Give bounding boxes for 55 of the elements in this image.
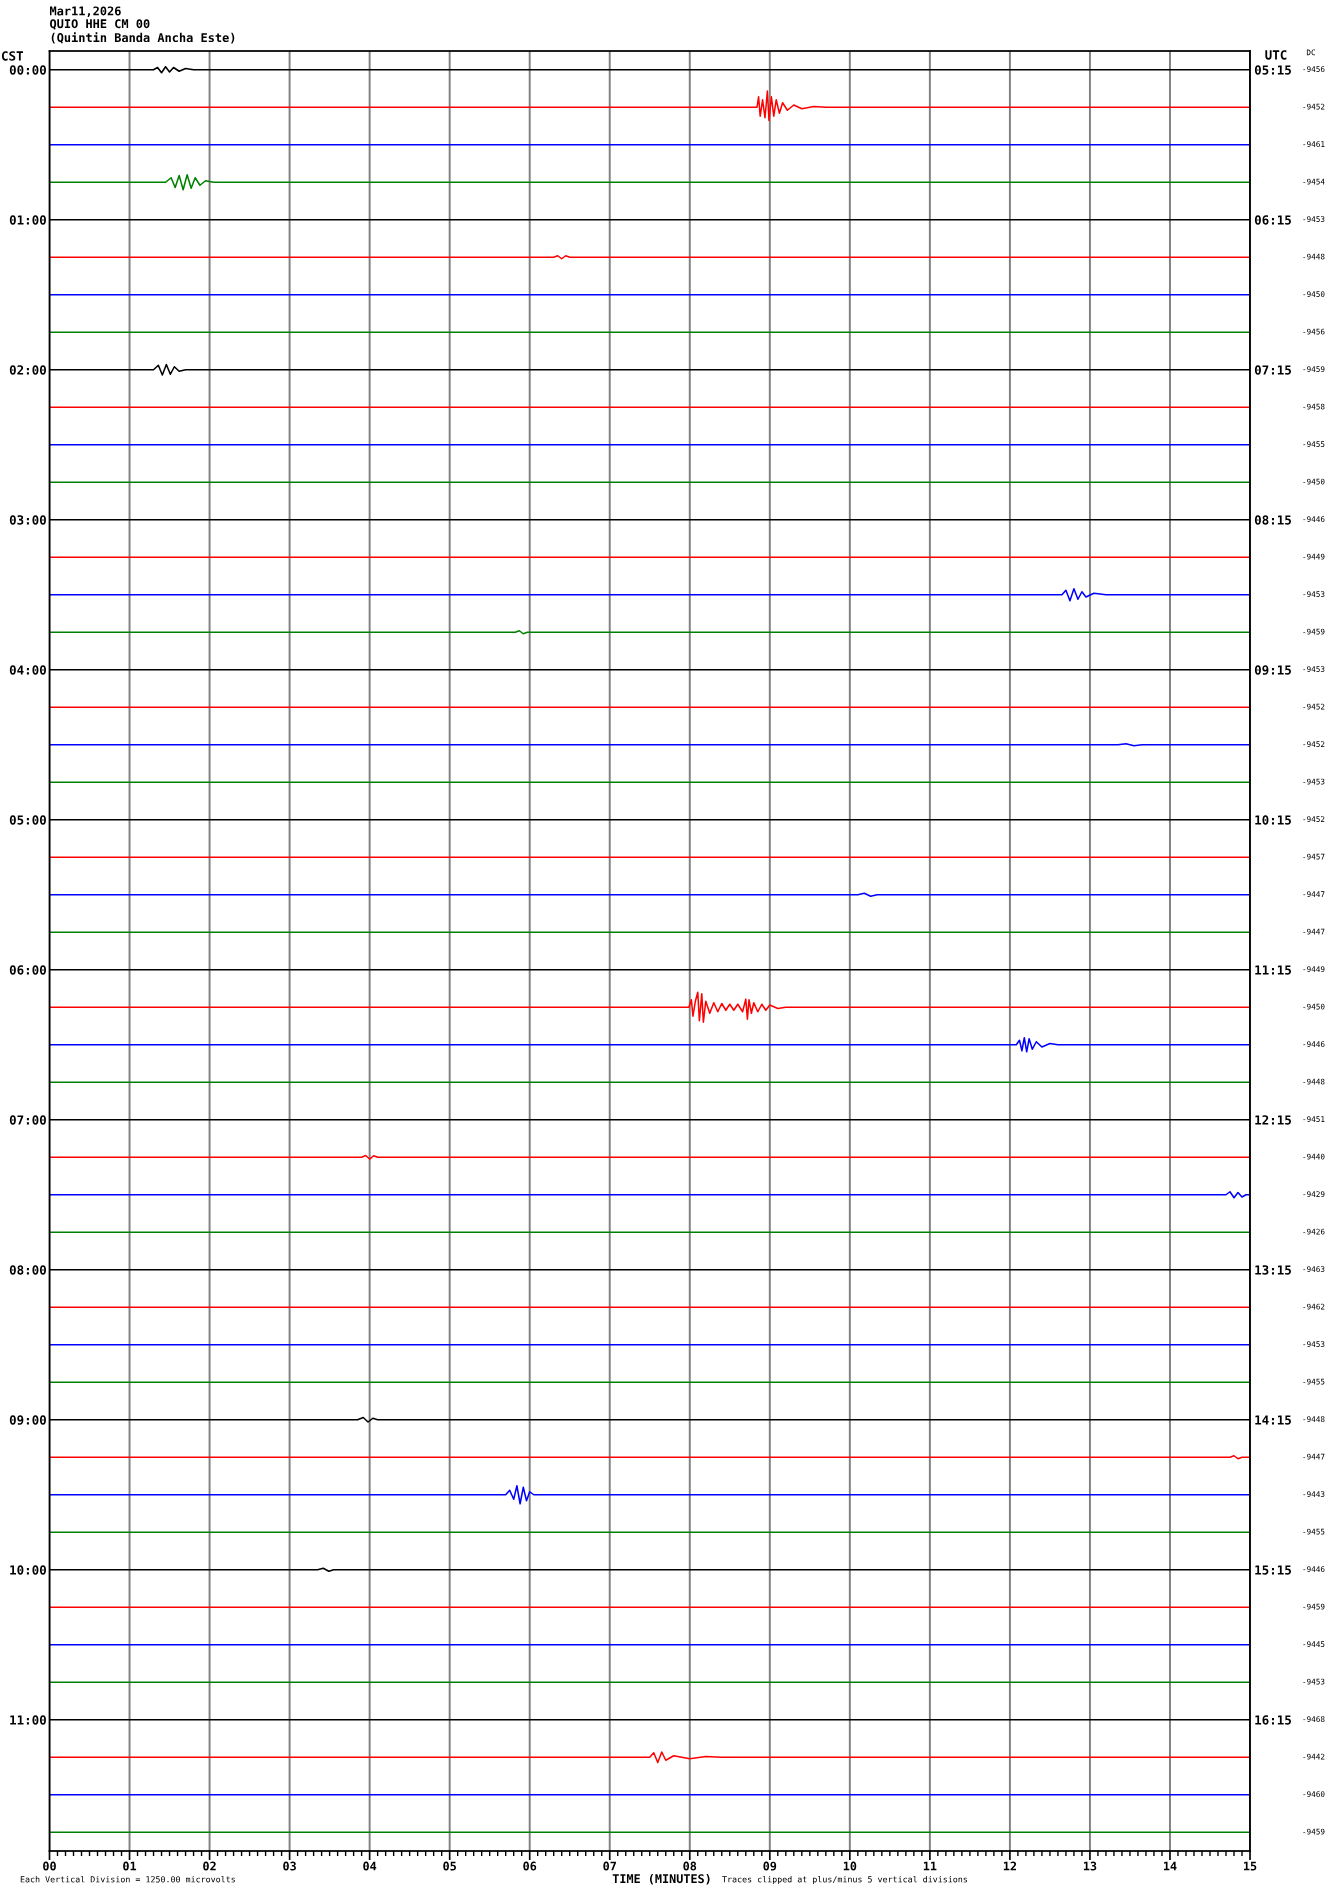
line-series (49, 1484, 1250, 1505)
x-tick-label: 02 (203, 1861, 216, 1871)
y-tick-label: 09:00 (9, 1415, 46, 1425)
y-tick-label: 01:00 (9, 215, 46, 225)
line-series (49, 1190, 1250, 1199)
x-tick-label: 09 (763, 1861, 777, 1871)
y2-tick-label: 16:15 (1255, 1715, 1291, 1725)
y-tick-label: 00:00 (9, 65, 46, 75)
y-tick-label: 03:00 (9, 515, 46, 525)
y-tick-label: 06:00 (9, 965, 46, 975)
line-series (49, 1036, 1250, 1053)
x-tick-label: 04 (363, 1861, 377, 1871)
x-tick-label: 11 (923, 1861, 937, 1871)
x-tick-label: 03 (283, 1861, 296, 1871)
x-tick-label: 05 (443, 1861, 456, 1871)
y-axis-title: CST (1, 51, 24, 61)
x-tick-label: 15 (1243, 1861, 1257, 1871)
y2-tick-label: 07:15 (1254, 365, 1291, 375)
y-tick-label: 08:00 (9, 1265, 46, 1275)
x-tick-label: 00 (43, 1861, 56, 1871)
y-tick-label: 05:00 (9, 815, 46, 825)
x-tick-label: 10 (843, 1861, 857, 1871)
x-tick-label: 06 (523, 1861, 537, 1871)
y-tick-label: 07:00 (9, 1115, 46, 1125)
y2-tick-label: 12:15 (1255, 1115, 1291, 1125)
x-tick-label: 14 (1163, 1861, 1177, 1871)
y-tick-label: 04:00 (9, 665, 46, 675)
y-tick-label: 11:00 (10, 1715, 46, 1725)
x-tick-label: 08 (683, 1861, 697, 1871)
y-tick-label: 02:00 (9, 365, 46, 375)
y-tick-label: 10:00 (10, 1565, 46, 1575)
y2-tick-label: 06:15 (1254, 215, 1291, 225)
x-tick-label: 07 (603, 1861, 616, 1871)
line-series (49, 587, 1250, 602)
y2-tick-label: 13:15 (1255, 1265, 1291, 1275)
y2-axis-title: UTC (1265, 50, 1287, 60)
y2-tick-label: 10:15 (1255, 815, 1291, 825)
x-tick-label: 01 (123, 1861, 137, 1871)
text: Traces clipped at plus/minus 5 vertical divisions (722, 1875, 968, 1885)
line-series (49, 90, 1250, 122)
chart-subtitle: QUIO HHE CM 00 (Quintin Banda Ancha Este) (50, 19, 235, 44)
chart-title: Mar11,2026 (50, 6, 121, 17)
line-series (49, 991, 1250, 1024)
y2-tick-label: 11:15 (1255, 965, 1291, 975)
y2-tick-label: 14:15 (1255, 1415, 1291, 1425)
text: Each Vertical Division = 1250.00 microvolts (20, 1875, 235, 1883)
y2-tick-label: 05:15 (1254, 65, 1291, 75)
x-tick-label: 12 (1003, 1861, 1017, 1871)
y2-tick-label: 08:15 (1254, 515, 1291, 525)
x-tick-label: 13 (1083, 1861, 1097, 1871)
line-series (49, 173, 1250, 191)
line-series (49, 1751, 1250, 1764)
x-axis-title: TIME (MINUTES) (612, 1874, 710, 1885)
y2-tick-label: 09:15 (1254, 665, 1291, 675)
y2-tick-label: 15:15 (1255, 1565, 1291, 1575)
